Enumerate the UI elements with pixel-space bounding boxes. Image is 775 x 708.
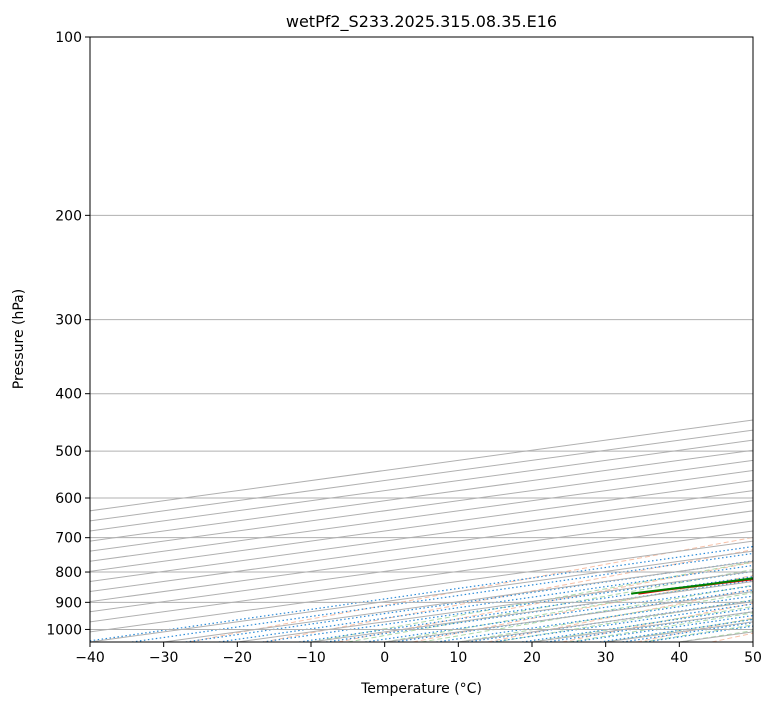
x-axis: −40 −30 −20 −10 0 10 20 30 40 50 (75, 642, 762, 666)
isotherm-line (458, 601, 753, 642)
isotherm-line (90, 540, 753, 633)
y-tick-label: 900 (55, 595, 82, 611)
y-axis-label: Pressure (hPa) (11, 289, 27, 389)
isotherm-line (90, 500, 753, 593)
x-tick-label: −40 (75, 650, 105, 666)
isotherm-line (90, 480, 753, 572)
mixing-ratio-line (299, 576, 753, 642)
isotherm-line (237, 570, 753, 642)
x-tick-label: 30 (597, 650, 615, 666)
x-axis-label: Temperature (°C) (360, 681, 482, 697)
dry-adiabat-line (263, 549, 753, 642)
moist-adiabat-line (458, 592, 753, 642)
x-tick-label: 50 (744, 650, 762, 666)
dry-adiabat-line (338, 561, 753, 642)
x-tick-label: 20 (523, 650, 541, 666)
isotherm-line (90, 550, 753, 642)
skewed-isotherms (90, 419, 753, 642)
moist-adiabat-line (495, 599, 753, 642)
y-tick-label: 1000 (46, 622, 82, 638)
temperature-profile-line (638, 578, 753, 595)
moist-adiabat-line (679, 630, 753, 642)
mixing-ratio-line (326, 579, 753, 642)
mixing-ratio-line (467, 599, 753, 642)
plot-frame (89, 36, 754, 643)
mixing-ratio-line (262, 570, 753, 642)
y-tick-label: 400 (55, 387, 82, 403)
x-tick-label: 0 (380, 650, 389, 666)
moist-adiabat-line (421, 584, 753, 642)
y-tick-label: 700 (55, 531, 82, 547)
chart-title: wetPf2_S233.2025.315.08.35.E16 (286, 12, 557, 32)
isotherm-line (90, 490, 753, 582)
y-tick-label: 200 (55, 208, 82, 224)
isotherm-line (163, 560, 753, 642)
isotherm-line (531, 611, 753, 642)
x-tick-label: −30 (149, 650, 179, 666)
isotherm-line (90, 520, 753, 613)
dry-adiabat-line (636, 617, 753, 642)
isotherm-line (90, 510, 753, 603)
isotherm-line (752, 641, 753, 642)
x-tick-label: 10 (449, 650, 467, 666)
isotherm-line (90, 530, 753, 623)
isotherm-line (90, 469, 753, 562)
moist-adiabat-line (531, 606, 753, 642)
pressure-gridlines (90, 37, 753, 630)
moist-adiabat-line (642, 624, 753, 642)
y-axis: 100 200 300 400 500 600 700 800 900 1000 (46, 30, 90, 638)
y-tick-label: 100 (55, 30, 82, 46)
isotherm-line (90, 459, 753, 552)
mixing-ratio-line (436, 595, 753, 642)
dry-adiabat-line (188, 536, 753, 642)
y-tick-label: 300 (55, 313, 82, 329)
x-tick-label: −10 (296, 650, 326, 666)
y-tick-label: 800 (55, 565, 82, 581)
dry-adiabats (188, 536, 753, 642)
mixing-ratio-line (365, 585, 753, 642)
moist-adiabat-line (347, 569, 753, 642)
mixing-ratio-line (394, 589, 753, 642)
y-tick-label: 600 (55, 491, 82, 507)
x-tick-label: −20 (223, 650, 253, 666)
x-tick-label: 40 (670, 650, 688, 666)
moist-adiabats (310, 561, 753, 642)
y-tick-label: 500 (55, 444, 82, 460)
mixing-ratio-lines (90, 545, 753, 642)
isotherm-line (679, 631, 753, 642)
